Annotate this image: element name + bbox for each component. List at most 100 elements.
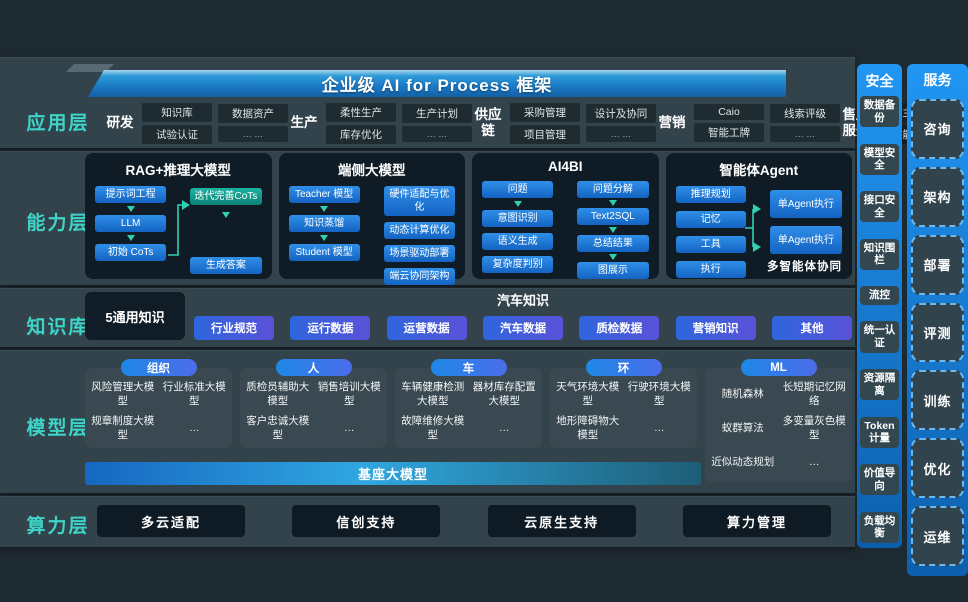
model-item: 器材库存配置大模型 xyxy=(472,381,536,407)
model-item: 故障维修大模型 xyxy=(401,415,465,441)
cap-box-title: AI4BI xyxy=(547,159,583,174)
model-item: 地形障碍物大模型 xyxy=(556,415,620,441)
capability-row: RAG+推理大模型 提示词工程 LLM 初始 CoTs 迭代完善CoTs 生成答… xyxy=(85,153,852,285)
knowledge-pill: 运行数据 xyxy=(290,316,371,340)
flow-pill: Student 模型 xyxy=(288,244,360,261)
arrow-down-icon xyxy=(513,201,522,207)
flow-pill: 迭代完善CoTs xyxy=(190,188,262,205)
security-item: 负载均衡 xyxy=(860,511,899,543)
page-title: 企业级 AI for Process 框架 xyxy=(321,76,553,95)
flow-pill: 问题分解 xyxy=(577,181,649,198)
app-group-name: 生产 xyxy=(290,115,318,131)
app-group-name: 供应链 xyxy=(474,107,502,138)
arrow-down-icon xyxy=(320,206,329,212)
app-item: 数据资产 xyxy=(218,104,288,123)
security-item: 统一认证 xyxy=(860,321,899,353)
security-item: 模型安全 xyxy=(860,143,899,175)
model-item: 质检员辅助大模型 xyxy=(246,381,310,407)
arrow-down-icon xyxy=(608,200,617,206)
arrow-down-icon xyxy=(126,206,135,212)
service-header: 服务 xyxy=(923,72,952,88)
title-banner: 企业级 AI for Process 框架 xyxy=(88,70,786,97)
service-item: 部署 xyxy=(911,234,964,295)
app-item-more: ... ... xyxy=(770,126,840,142)
app-group-production: 生产 柔性生产 库存优化 生产计划 ... ... xyxy=(288,100,472,146)
security-item: 流控 xyxy=(860,286,899,305)
flow-pill: 问题 xyxy=(482,181,554,198)
cap-box-edge: 端侧大模型 Teacher 模型 知识蒸馏 Student 模型 硬件适配与优化… xyxy=(278,153,465,285)
app-group-marketing: 营销 Caio 智能工牌 线索评级 ... ... xyxy=(656,100,840,146)
layer-label-model: 模型层 xyxy=(26,418,90,439)
cap-box-agent: 智能体Agent 推理规划 记忆 工具 执行 单Agent执行 单Agent执行… xyxy=(665,153,852,279)
knowledge-pill: 运营数据 xyxy=(386,316,467,340)
model-row: 组织 风险管理大模型 行业标准大模型 规章制度大模型 … 人 质检员辅助大模型 … xyxy=(85,359,852,482)
app-item: 柔性生产 xyxy=(326,102,396,122)
security-item: 数据备份 xyxy=(860,96,899,128)
knowledge-general-box: 5通用知识 xyxy=(85,292,185,340)
model-group-header: 人 xyxy=(275,359,352,376)
model-item: 天气环境大模型 xyxy=(556,381,620,407)
model-group-people: 人 质检员辅助大模型 销售培训大模型 客户忠诚大模型 … xyxy=(240,359,387,448)
app-group-name: 研发 xyxy=(106,115,134,131)
flow-pill: 执行 xyxy=(675,261,746,278)
model-group-org: 组织 风险管理大模型 行业标准大模型 规章制度大模型 … xyxy=(85,359,232,448)
arrow-down-icon xyxy=(126,235,135,241)
app-item: 项目管理 xyxy=(510,124,580,144)
app-item: 线索评级 xyxy=(770,104,840,123)
application-row: 研发 知识库 试验认证 数据资产 ... ... 生产 柔性生产 库存优化 生产… xyxy=(104,100,968,146)
app-item: 知识库 xyxy=(142,102,212,122)
flow-pill: 场景驱动部署 xyxy=(383,245,455,262)
service-item: 训练 xyxy=(911,370,964,431)
knowledge-pill: 质检数据 xyxy=(579,316,660,340)
app-item-more: ... ... xyxy=(218,126,288,142)
security-header: 安全 xyxy=(865,73,894,89)
model-item-more: … xyxy=(654,422,665,435)
arrow-down-icon xyxy=(608,254,617,260)
flow-pill: 硬件适配与优化 xyxy=(383,186,455,216)
service-item: 咨询 xyxy=(911,99,964,159)
model-item-more: … xyxy=(189,422,200,435)
compute-row: 多云适配 信创支持 云原生支持 算力管理 xyxy=(97,505,831,537)
security-item: 资源隔离 xyxy=(860,368,899,401)
model-item: 客户忠诚大模型 xyxy=(246,415,310,441)
service-item: 评测 xyxy=(911,302,964,363)
layer-label-capability: 能力层 xyxy=(26,213,90,234)
security-item: 接口安全 xyxy=(860,191,899,223)
cap-box-title: 端侧大模型 xyxy=(338,163,406,178)
model-item: 销售培训大模型 xyxy=(317,381,381,407)
knowledge-auto-area: 汽车知识 行业规范 运行数据 运营数据 汽车数据 质检数据 营销知识 其他 xyxy=(194,290,852,340)
security-item: 知识围栏 xyxy=(860,238,899,270)
knowledge-pill: 其他 xyxy=(771,316,852,340)
service-panel: 服务 咨询 架构 部署 评测 训练 优化 运维 xyxy=(907,64,968,576)
app-item: 生产计划 xyxy=(402,104,472,123)
model-item: 风险管理大模型 xyxy=(91,381,155,407)
app-item-more: ... ... xyxy=(586,126,656,142)
model-group-header: 车 xyxy=(430,359,507,376)
knowledge-pill: 行业规范 xyxy=(194,316,274,340)
app-item: 智能工牌 xyxy=(694,123,764,142)
layer-label-knowledge: 知识库 xyxy=(26,317,90,338)
model-item: 规章制度大模型 xyxy=(91,415,155,441)
security-item: 价值导向 xyxy=(860,464,899,496)
service-item: 优化 xyxy=(911,438,964,499)
flow-pill: 记忆 xyxy=(675,211,746,228)
model-group-header: ML xyxy=(740,359,817,376)
model-item: 行驶环境大模型 xyxy=(627,381,691,407)
flow-pill: 工具 xyxy=(675,236,746,253)
flow-pill: 语义生成 xyxy=(482,233,554,250)
model-item: 随机森林 xyxy=(721,388,764,401)
model-item: 蚁群算法 xyxy=(721,422,764,435)
model-group-header: 组织 xyxy=(120,359,197,376)
app-group-name: 营销 xyxy=(658,115,686,131)
flow-pill: 生成答案 xyxy=(190,257,262,274)
cap-box-rag: RAG+推理大模型 提示词工程 LLM 初始 CoTs 迭代完善CoTs 生成答… xyxy=(85,153,272,279)
app-item: 试验认证 xyxy=(142,124,212,144)
flow-pill: 提示词工程 xyxy=(95,186,167,203)
cap-box-title: 智能体Agent xyxy=(719,163,799,178)
model-item-more: … xyxy=(809,456,820,469)
flow-pill: 单Agent执行 xyxy=(770,226,842,254)
model-group-environment: 环 天气环境大模型 行驶环境大模型 地形障碍物大模型 … xyxy=(550,359,697,448)
layer-label-compute: 算力层 xyxy=(26,516,90,537)
flow-pill: 复杂度判别 xyxy=(482,256,554,273)
knowledge-auto-title: 汽车知识 xyxy=(496,293,549,308)
